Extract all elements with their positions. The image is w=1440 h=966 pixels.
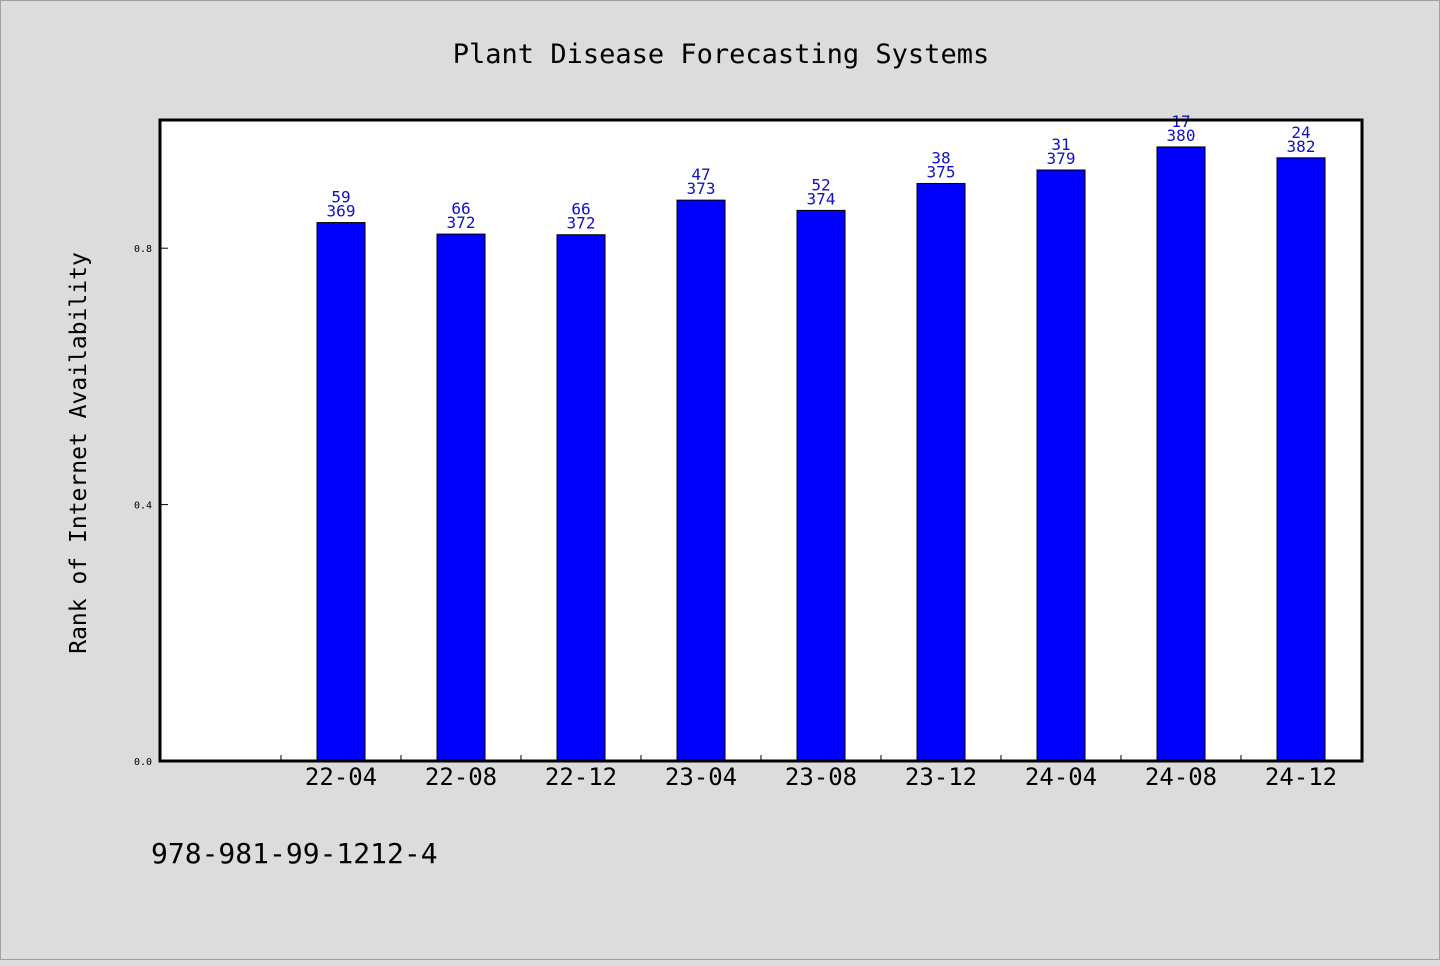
y-tick-labels: 0.0 0.4 0.8 [134,244,152,768]
data-label-top: 52 [811,175,830,194]
x-tick-label: 24-12 [1265,763,1337,791]
bars [316,146,1326,762]
x-tick-label: 23-08 [785,763,857,791]
footer-code: 978-981-99-1212-4 [151,837,438,870]
bar [916,182,966,762]
x-tick-label: 23-12 [905,763,977,791]
data-label-bottom: 379 [1047,149,1076,168]
data-label-bottom: 373 [687,179,716,198]
data-label-bottom: 372 [567,214,596,233]
x-tick-label: 24-04 [1025,763,1097,791]
data-label-bottom: 382 [1287,137,1316,156]
data-label-top: 59 [331,188,350,207]
data-label-bottom: 369 [327,202,356,221]
x-tick-label: 22-04 [305,763,377,791]
x-tick-labels: 22-04 22-08 22-12 23-04 23-08 23-12 24-04 24-08… [305,763,1337,791]
plot-frame [158,118,1364,763]
data-label-top: 47 [691,165,710,184]
bar [676,199,726,762]
bar [1036,169,1086,762]
x-tick-label: 22-08 [425,763,497,791]
x-tick-label: 24-08 [1145,763,1217,791]
y-tick-label: 0.8 [134,244,152,255]
bar [796,209,846,762]
data-label-bottom: 380 [1167,126,1196,145]
bar [1276,157,1326,762]
bar [1156,146,1206,762]
data-label-top: 31 [1051,135,1070,154]
bar [436,233,486,762]
data-label-top: 24 [1291,123,1310,142]
y-tick-label: 0.4 [134,501,152,512]
data-label-top: 66 [571,200,590,219]
bar [316,222,366,762]
y-tick-label: 0.0 [134,757,152,768]
x-tick-label: 23-04 [665,763,737,791]
data-label-top: 66 [451,199,470,218]
data-label-bottom: 372 [447,213,476,232]
chart-title: Plant Disease Forecasting Systems [453,39,989,70]
bar [556,234,606,762]
data-label-bottom: 374 [807,189,836,208]
data-label-top: 38 [931,148,950,167]
data-label-bottom: 375 [927,162,956,181]
y-axis-label: Rank of Internet Availability [66,252,92,654]
x-tick-label: 22-12 [545,763,617,791]
